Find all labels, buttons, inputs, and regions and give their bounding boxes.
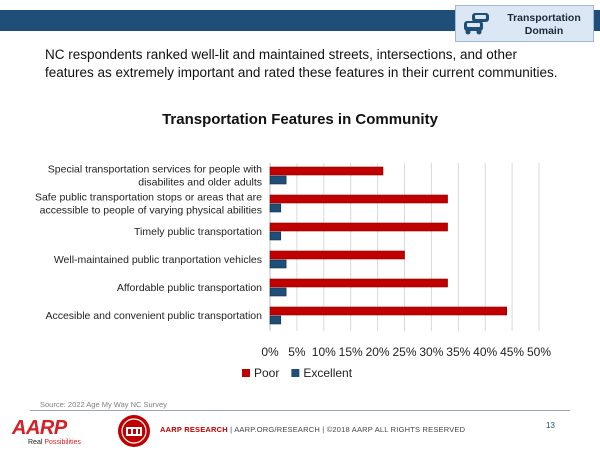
aarp-logo: AARP Real Possibilities — [12, 418, 81, 447]
bar-poor — [269, 306, 508, 316]
bar-poor — [269, 250, 405, 260]
category-label: Timely public transportation — [134, 226, 262, 238]
category-label: accessible to people of varying physical… — [40, 205, 262, 217]
category-label: Safe public transportation stops or area… — [35, 192, 262, 204]
bar-poor — [269, 194, 448, 204]
footer-rest: | AARP.ORG/RESEARCH | ©2018 AARP ALL RIG… — [227, 425, 466, 434]
domain-label-line1: Transportation — [507, 12, 581, 24]
footer-copyright: AARP RESEARCH | AARP.ORG/RESEARCH | ©201… — [160, 425, 465, 434]
nc-seal-icon — [118, 415, 150, 447]
legend-swatch-excellent — [291, 369, 300, 377]
bar-excellent — [269, 315, 282, 325]
header-bar — [0, 10, 600, 31]
bar-excellent — [269, 231, 282, 241]
x-tick-label: 10% — [312, 345, 336, 359]
source-note: Source: 2022 Age My Way NC Survey — [40, 400, 167, 409]
logo-tag-real: Real — [28, 439, 45, 446]
footer-brand: AARP RESEARCH — [160, 425, 228, 434]
intro-text: NC respondents ranked well-lit and maint… — [45, 47, 558, 80]
x-tick-label: 45% — [500, 345, 524, 359]
chart-title: Transportation Features in Community — [162, 111, 438, 128]
domain-label: Transportation Domain — [500, 12, 588, 38]
bar-poor — [269, 222, 448, 232]
category-label: Special transportation services for peop… — [48, 164, 262, 176]
aarp-logo-word: AARP — [12, 417, 67, 439]
x-tick-label: 30% — [419, 345, 443, 359]
bar-excellent — [269, 203, 282, 213]
x-tick-label: 50% — [527, 345, 551, 359]
x-tick-label: 5% — [288, 345, 306, 359]
bar-excellent — [269, 175, 287, 185]
x-tick-label: 40% — [473, 345, 497, 359]
aarp-logo-tagline: Real Possibilities — [28, 438, 81, 447]
bar-excellent — [269, 287, 287, 297]
logo-tag-possibilities: Possibilities — [44, 439, 81, 446]
bar-poor — [269, 166, 384, 176]
bar-poor — [269, 278, 448, 288]
x-tick-label: 0% — [261, 345, 279, 359]
legend-swatch-poor — [242, 369, 250, 377]
x-tick-label: 15% — [339, 345, 363, 359]
category-label: Well-maintained public tranportation veh… — [54, 254, 262, 266]
page-number: 13 — [546, 421, 555, 430]
footer-divider — [30, 410, 570, 411]
cars-icon — [464, 13, 489, 35]
domain-badge: Transportation Domain — [455, 5, 594, 42]
bar-excellent — [269, 259, 287, 269]
category-label: Accesible and convenient public transpor… — [45, 310, 262, 322]
x-tick-label: 35% — [446, 345, 470, 359]
legend-label-excellent: Excellent — [303, 366, 352, 380]
category-label: Affordable public transportation — [117, 282, 262, 294]
x-tick-label: 20% — [366, 345, 390, 359]
domain-label-line2: Domain — [524, 25, 564, 37]
legend-label-poor: Poor — [254, 366, 279, 380]
category-label: disabilites and older adults — [138, 177, 262, 189]
x-tick-label: 25% — [392, 345, 416, 359]
